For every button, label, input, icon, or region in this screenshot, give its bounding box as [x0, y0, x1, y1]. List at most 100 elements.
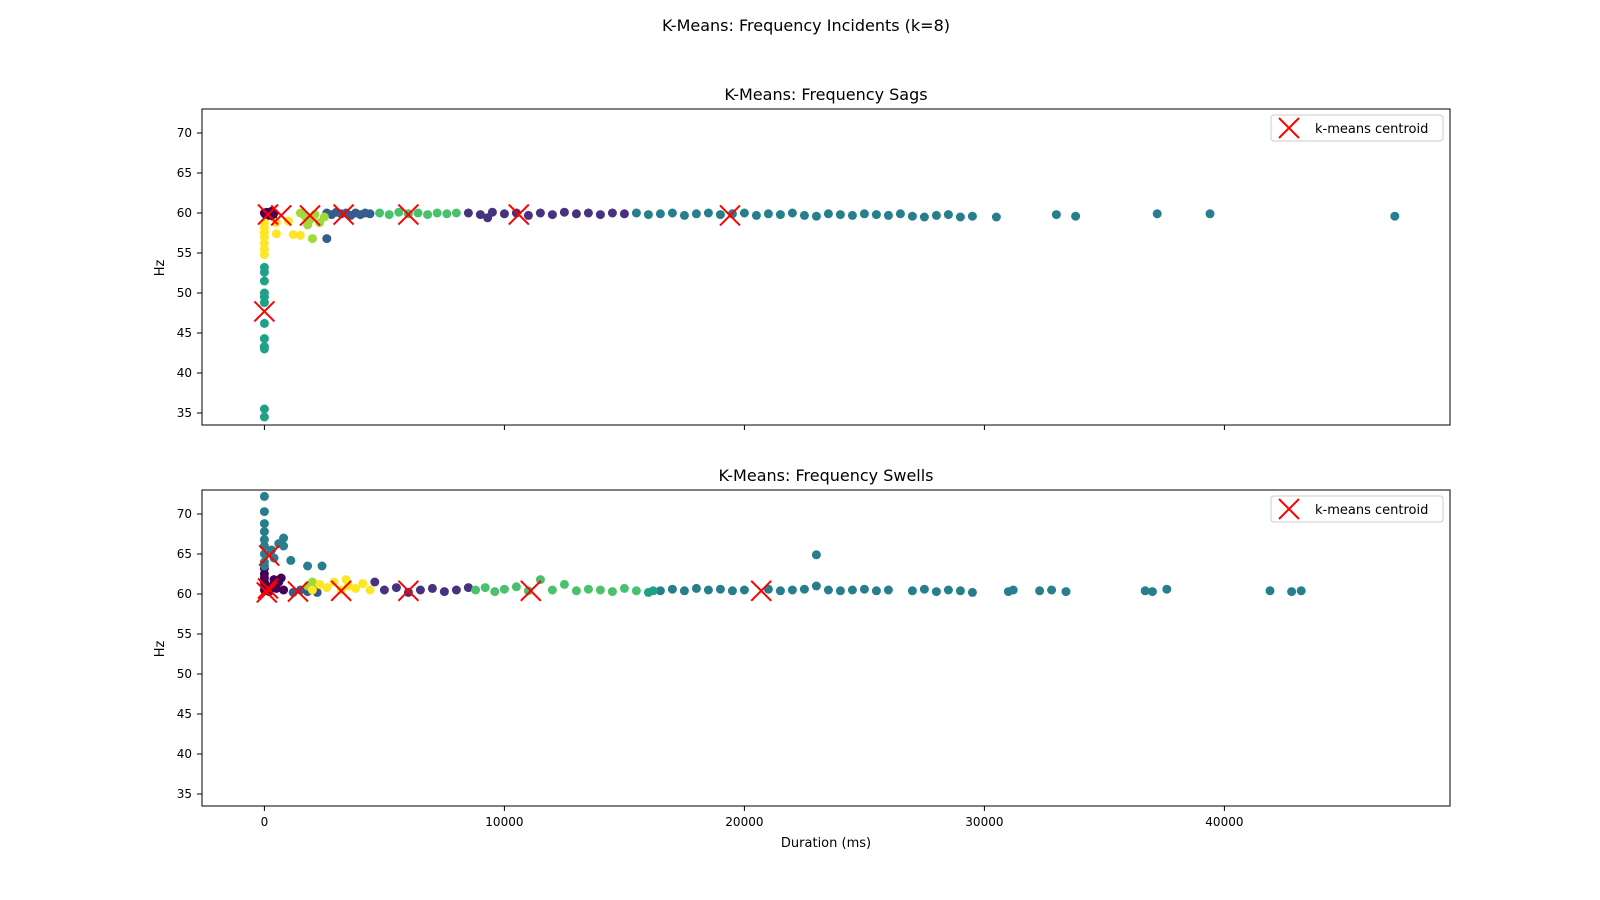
sags-ytick-label: 35	[177, 406, 192, 420]
swells-point-cluster-1	[427, 583, 437, 593]
sags-ytick-label: 45	[177, 326, 192, 340]
sags-point-cluster-4	[259, 276, 269, 286]
sags-point-cluster-3	[1071, 211, 1081, 221]
sags-point-cluster-2	[322, 234, 332, 244]
swells-ytick-label: 40	[177, 747, 192, 761]
swells-xtick-label: 10000	[485, 815, 523, 829]
swells-point-cluster-7	[358, 579, 368, 589]
swells-xlabel: Duration (ms)	[781, 836, 871, 851]
sags-point-cluster-7	[295, 230, 305, 240]
sags-point-cluster-5	[423, 210, 433, 220]
swells-point-cluster-0	[276, 573, 286, 583]
swells-point-cluster-7	[341, 575, 351, 585]
sags-point-cluster-2	[365, 209, 375, 219]
swells-point-cluster-3	[859, 584, 869, 594]
swells-xtick-label: 0	[261, 815, 269, 829]
sags-point-cluster-3	[1051, 210, 1061, 220]
sags-ytick-label: 60	[177, 206, 192, 220]
sags-ticks: 35 40 45 50 55 60 65 70	[177, 126, 1225, 430]
swells-point-cluster-6	[307, 577, 317, 587]
swells-point-cluster-3	[259, 519, 269, 529]
sags-point-cluster-1	[535, 208, 545, 218]
sags-point-cluster-4	[259, 267, 269, 277]
sags-point-cluster-3	[991, 212, 1001, 222]
swells-xtick-label: 30000	[965, 815, 1003, 829]
swells-point-cluster-3	[259, 507, 269, 517]
sags-point-cluster-3	[823, 209, 833, 219]
sags-point-cluster-5	[413, 208, 423, 218]
sags-point-cluster-3	[691, 209, 701, 219]
swells-ytick-label: 45	[177, 707, 192, 721]
figure-suptitle: K-Means: Frequency Incidents (k=8)	[662, 16, 950, 35]
swells-point-cluster-7	[322, 583, 332, 593]
swells-point-cluster-3	[303, 561, 313, 571]
swells-panel: K-Means: Frequency Swells Hz Duration (m…	[153, 466, 1451, 851]
swells-centroid-marker	[256, 581, 278, 604]
swells-point-cluster-3	[259, 535, 269, 545]
sags-point-cluster-3	[967, 211, 977, 221]
swells-centroid-marker	[258, 544, 280, 567]
swells-centroids	[256, 544, 772, 604]
swells-point-cluster-3	[1265, 586, 1275, 596]
swells-point-cluster-1	[391, 583, 401, 593]
swells-point-cluster-3	[967, 587, 977, 597]
sags-point-cluster-3	[955, 212, 965, 222]
swells-xtick-label: 20000	[725, 815, 763, 829]
swells-point-cluster-3	[727, 586, 737, 596]
swells-legend-label: k-means centroid	[1315, 503, 1428, 518]
sags-point-cluster-1	[463, 208, 473, 218]
sags-point-cluster-6	[307, 234, 317, 244]
swells-point-cluster-5	[490, 587, 500, 597]
swells-point-cluster-5	[583, 584, 593, 594]
sags-ytick-label: 70	[177, 126, 192, 140]
sags-point-cluster-5	[384, 210, 394, 220]
swells-ytick-label: 65	[177, 547, 192, 561]
swells-point-cluster-5	[595, 585, 605, 595]
swells-point-cluster-3	[1296, 586, 1306, 596]
swells-point-cluster-3	[1061, 587, 1071, 597]
sags-centroid-marker	[299, 204, 321, 227]
swells-point-cluster-3	[943, 585, 953, 595]
swells-point-cluster-3	[269, 553, 279, 563]
sags-point-cluster-3	[835, 210, 845, 220]
swells-point-cluster-3	[279, 541, 289, 551]
sags-centroid-marker	[332, 203, 355, 226]
swells-point-cluster-1	[439, 587, 449, 597]
swells-legend-marker-icon	[1278, 498, 1300, 520]
swells-point-cluster-3	[1035, 586, 1045, 596]
sags-ylabel: Hz	[153, 260, 168, 277]
swells-frame	[201, 489, 1451, 807]
sags-point-cluster-3	[811, 211, 821, 221]
swells-point-cluster-3	[259, 491, 269, 501]
sags-point-cluster-3	[883, 210, 893, 220]
sags-point-cluster-5	[442, 209, 452, 219]
sags-centroid-marker	[719, 204, 741, 227]
sags-point-cluster-3	[739, 208, 749, 218]
swells-point-cluster-1	[415, 585, 425, 595]
swells-legend: k-means centroid	[1270, 495, 1444, 523]
swells-centroid-marker	[330, 580, 352, 602]
sags-point-cluster-6	[319, 212, 329, 222]
swells-ytick-label: 70	[177, 507, 192, 521]
sags-point-cluster-1	[547, 210, 557, 220]
swells-point-cluster-3	[1147, 587, 1157, 597]
swells-point-cluster-0	[279, 585, 289, 595]
swells-point-cluster-5	[499, 584, 509, 594]
swells-centroid-marker	[520, 580, 542, 602]
swells-point-cluster-1	[370, 577, 380, 587]
swells-point-cluster-3	[931, 587, 941, 597]
swells-point-cluster-3	[1008, 585, 1018, 595]
swells-ytick-label: 55	[177, 627, 192, 641]
sags-point-cluster-1	[475, 210, 485, 220]
sags-point-cluster-3	[775, 210, 785, 220]
swells-centroid-marker	[750, 580, 772, 602]
sags-point-cluster-4	[259, 334, 269, 344]
sags-centroids	[253, 203, 741, 323]
swells-point-cluster-3	[871, 586, 881, 596]
swells-point-cluster-5	[547, 585, 557, 595]
sags-point-cluster-7	[271, 229, 281, 239]
swells-point-cluster-3	[1162, 584, 1172, 594]
swells-point-cluster-3	[907, 586, 917, 596]
swells-point-cluster-3	[835, 586, 845, 596]
